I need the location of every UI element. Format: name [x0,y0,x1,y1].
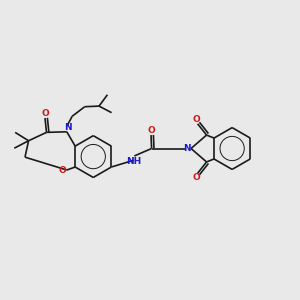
Text: O: O [193,173,200,182]
Text: N: N [183,144,191,153]
Text: O: O [59,166,67,175]
Text: O: O [41,110,49,118]
Text: NH: NH [126,157,141,166]
Text: O: O [147,126,155,135]
Text: N: N [64,123,72,132]
Text: O: O [193,115,200,124]
